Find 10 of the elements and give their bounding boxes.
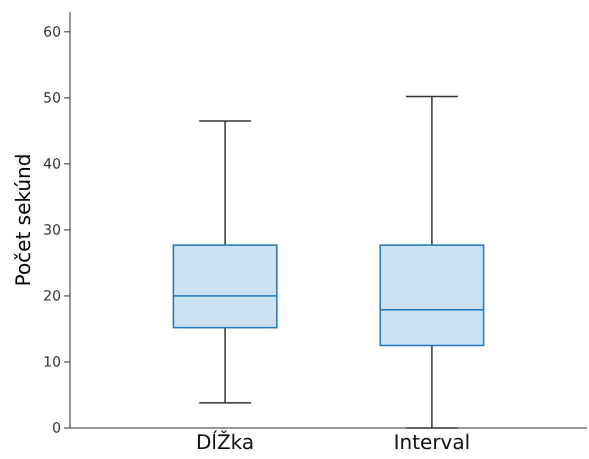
y-axis-title: Počet sekúnd bbox=[11, 154, 35, 286]
y-tick-label: 20 bbox=[43, 288, 61, 304]
y-tick-label: 50 bbox=[43, 90, 61, 106]
x-tick-label: Interval bbox=[394, 430, 470, 454]
y-tick-label: 60 bbox=[43, 24, 61, 40]
y-tick-label: 0 bbox=[52, 420, 61, 436]
y-tick-label: 30 bbox=[43, 222, 61, 238]
y-tick-label: 40 bbox=[43, 156, 61, 172]
x-tick-label: DĺŽka bbox=[196, 430, 254, 454]
y-tick-label: 10 bbox=[43, 354, 61, 370]
